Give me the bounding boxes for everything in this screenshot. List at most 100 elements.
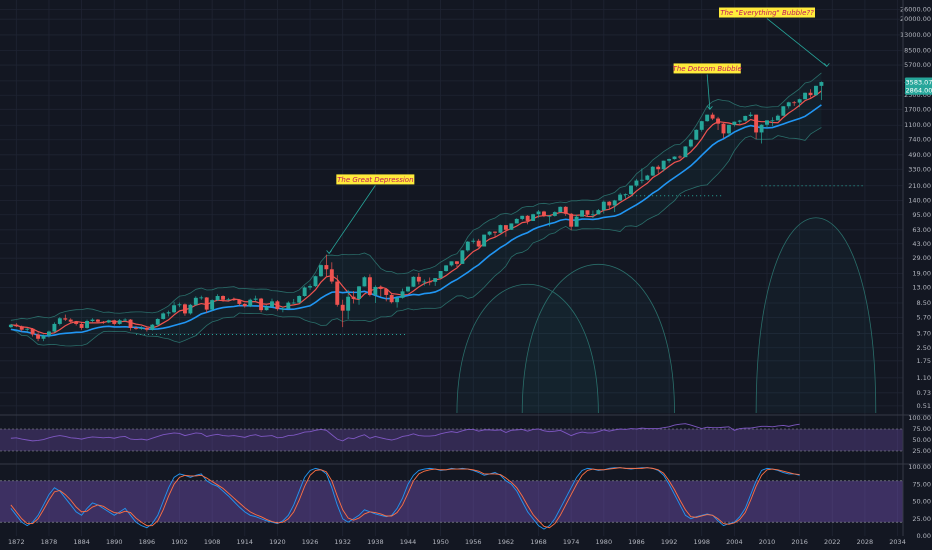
candle — [612, 199, 617, 213]
candle — [90, 318, 95, 323]
x-tick-label: 1980 — [596, 538, 613, 546]
x-tick-label: 1914 — [237, 538, 254, 546]
candle-body — [580, 210, 585, 217]
candle — [259, 297, 264, 313]
candle-body — [754, 114, 759, 133]
x-tick-label: 1956 — [465, 538, 482, 546]
candlestick-series[interactable] — [8, 81, 824, 342]
candle — [351, 291, 356, 304]
candle — [503, 225, 508, 237]
candle — [329, 262, 334, 284]
candle — [286, 301, 291, 310]
candle-body — [493, 231, 497, 233]
candle — [324, 254, 329, 277]
candle — [542, 210, 546, 218]
candle — [808, 89, 813, 98]
candle — [270, 298, 274, 308]
candle-body — [280, 308, 285, 310]
candle-body — [683, 146, 688, 158]
x-tick-label: 1938 — [367, 538, 384, 546]
y-tick-label: 1.10 — [917, 374, 931, 382]
candle-body — [275, 301, 280, 310]
candle — [155, 318, 160, 327]
candle — [373, 285, 378, 304]
candle — [85, 319, 89, 329]
candle — [411, 276, 416, 287]
candle — [52, 322, 57, 333]
candle — [574, 214, 579, 227]
candle — [41, 334, 46, 342]
candle-body — [302, 287, 307, 297]
envelope-arc — [456, 284, 599, 414]
stoch-tick-label: 75.00 — [912, 480, 931, 488]
candle-body — [471, 240, 476, 242]
candle-body — [639, 179, 644, 181]
candle-body — [318, 265, 323, 277]
candle-body — [503, 225, 508, 230]
candle — [748, 112, 753, 118]
x-tick-label: 1872 — [8, 538, 25, 546]
candle-body — [726, 124, 731, 134]
candle-body — [215, 296, 220, 301]
candle-body — [601, 201, 606, 211]
rsi-tick-label: 25.00 — [912, 447, 931, 455]
candle-body — [590, 214, 595, 216]
candle — [569, 212, 574, 231]
candle — [46, 330, 51, 338]
candle-body — [226, 299, 231, 301]
candle-body — [737, 120, 742, 122]
candle — [580, 210, 585, 217]
candle-body — [775, 115, 780, 121]
candle-body — [259, 298, 264, 311]
candle-body — [172, 305, 177, 313]
y-tick-label: 0.51 — [917, 402, 931, 410]
candle — [754, 114, 759, 140]
candle-body — [721, 123, 726, 134]
candle-body — [291, 302, 296, 304]
candle — [161, 312, 166, 320]
candle-body — [678, 156, 682, 158]
candle-body — [106, 320, 111, 323]
x-tick-label: 1968 — [530, 538, 547, 546]
candle-body — [672, 156, 677, 160]
candle-body — [112, 320, 117, 324]
price-badge — [905, 85, 932, 95]
candle — [596, 208, 601, 215]
candle-body — [732, 121, 737, 125]
annotation-box — [673, 63, 741, 74]
candle-body — [444, 265, 449, 272]
candle — [237, 299, 242, 306]
candle-body — [85, 321, 89, 328]
y-tick-label: 1700.00 — [904, 105, 931, 113]
candle — [19, 325, 24, 332]
candle — [182, 303, 187, 316]
candle-body — [634, 180, 639, 186]
candle — [814, 85, 818, 97]
x-tick-label: 1926 — [302, 538, 319, 546]
stoch-band — [0, 480, 903, 523]
stoch-tick-label: 100.00 — [908, 463, 931, 471]
candle — [367, 274, 372, 297]
candle — [688, 138, 693, 148]
candle-body — [74, 321, 79, 324]
candle — [427, 277, 432, 286]
candle-body — [465, 241, 470, 251]
candle — [770, 117, 775, 127]
candle — [781, 106, 786, 116]
candle-body — [204, 297, 209, 310]
candle-body — [487, 231, 492, 235]
candle — [193, 296, 198, 306]
candle-body — [313, 276, 318, 287]
annotation-arrow — [706, 74, 711, 110]
candle — [172, 301, 177, 314]
candle — [297, 295, 302, 304]
rsi-tick-label: 50.00 — [912, 436, 931, 444]
candle-body — [509, 223, 514, 230]
candle-body — [748, 114, 753, 116]
candle-body — [36, 334, 41, 339]
y-tick-label: 20000.00 — [900, 15, 931, 23]
x-tick-label: 1944 — [400, 538, 417, 546]
annotation-box — [336, 174, 415, 185]
candle-body — [574, 216, 579, 227]
candle-body — [340, 304, 345, 311]
